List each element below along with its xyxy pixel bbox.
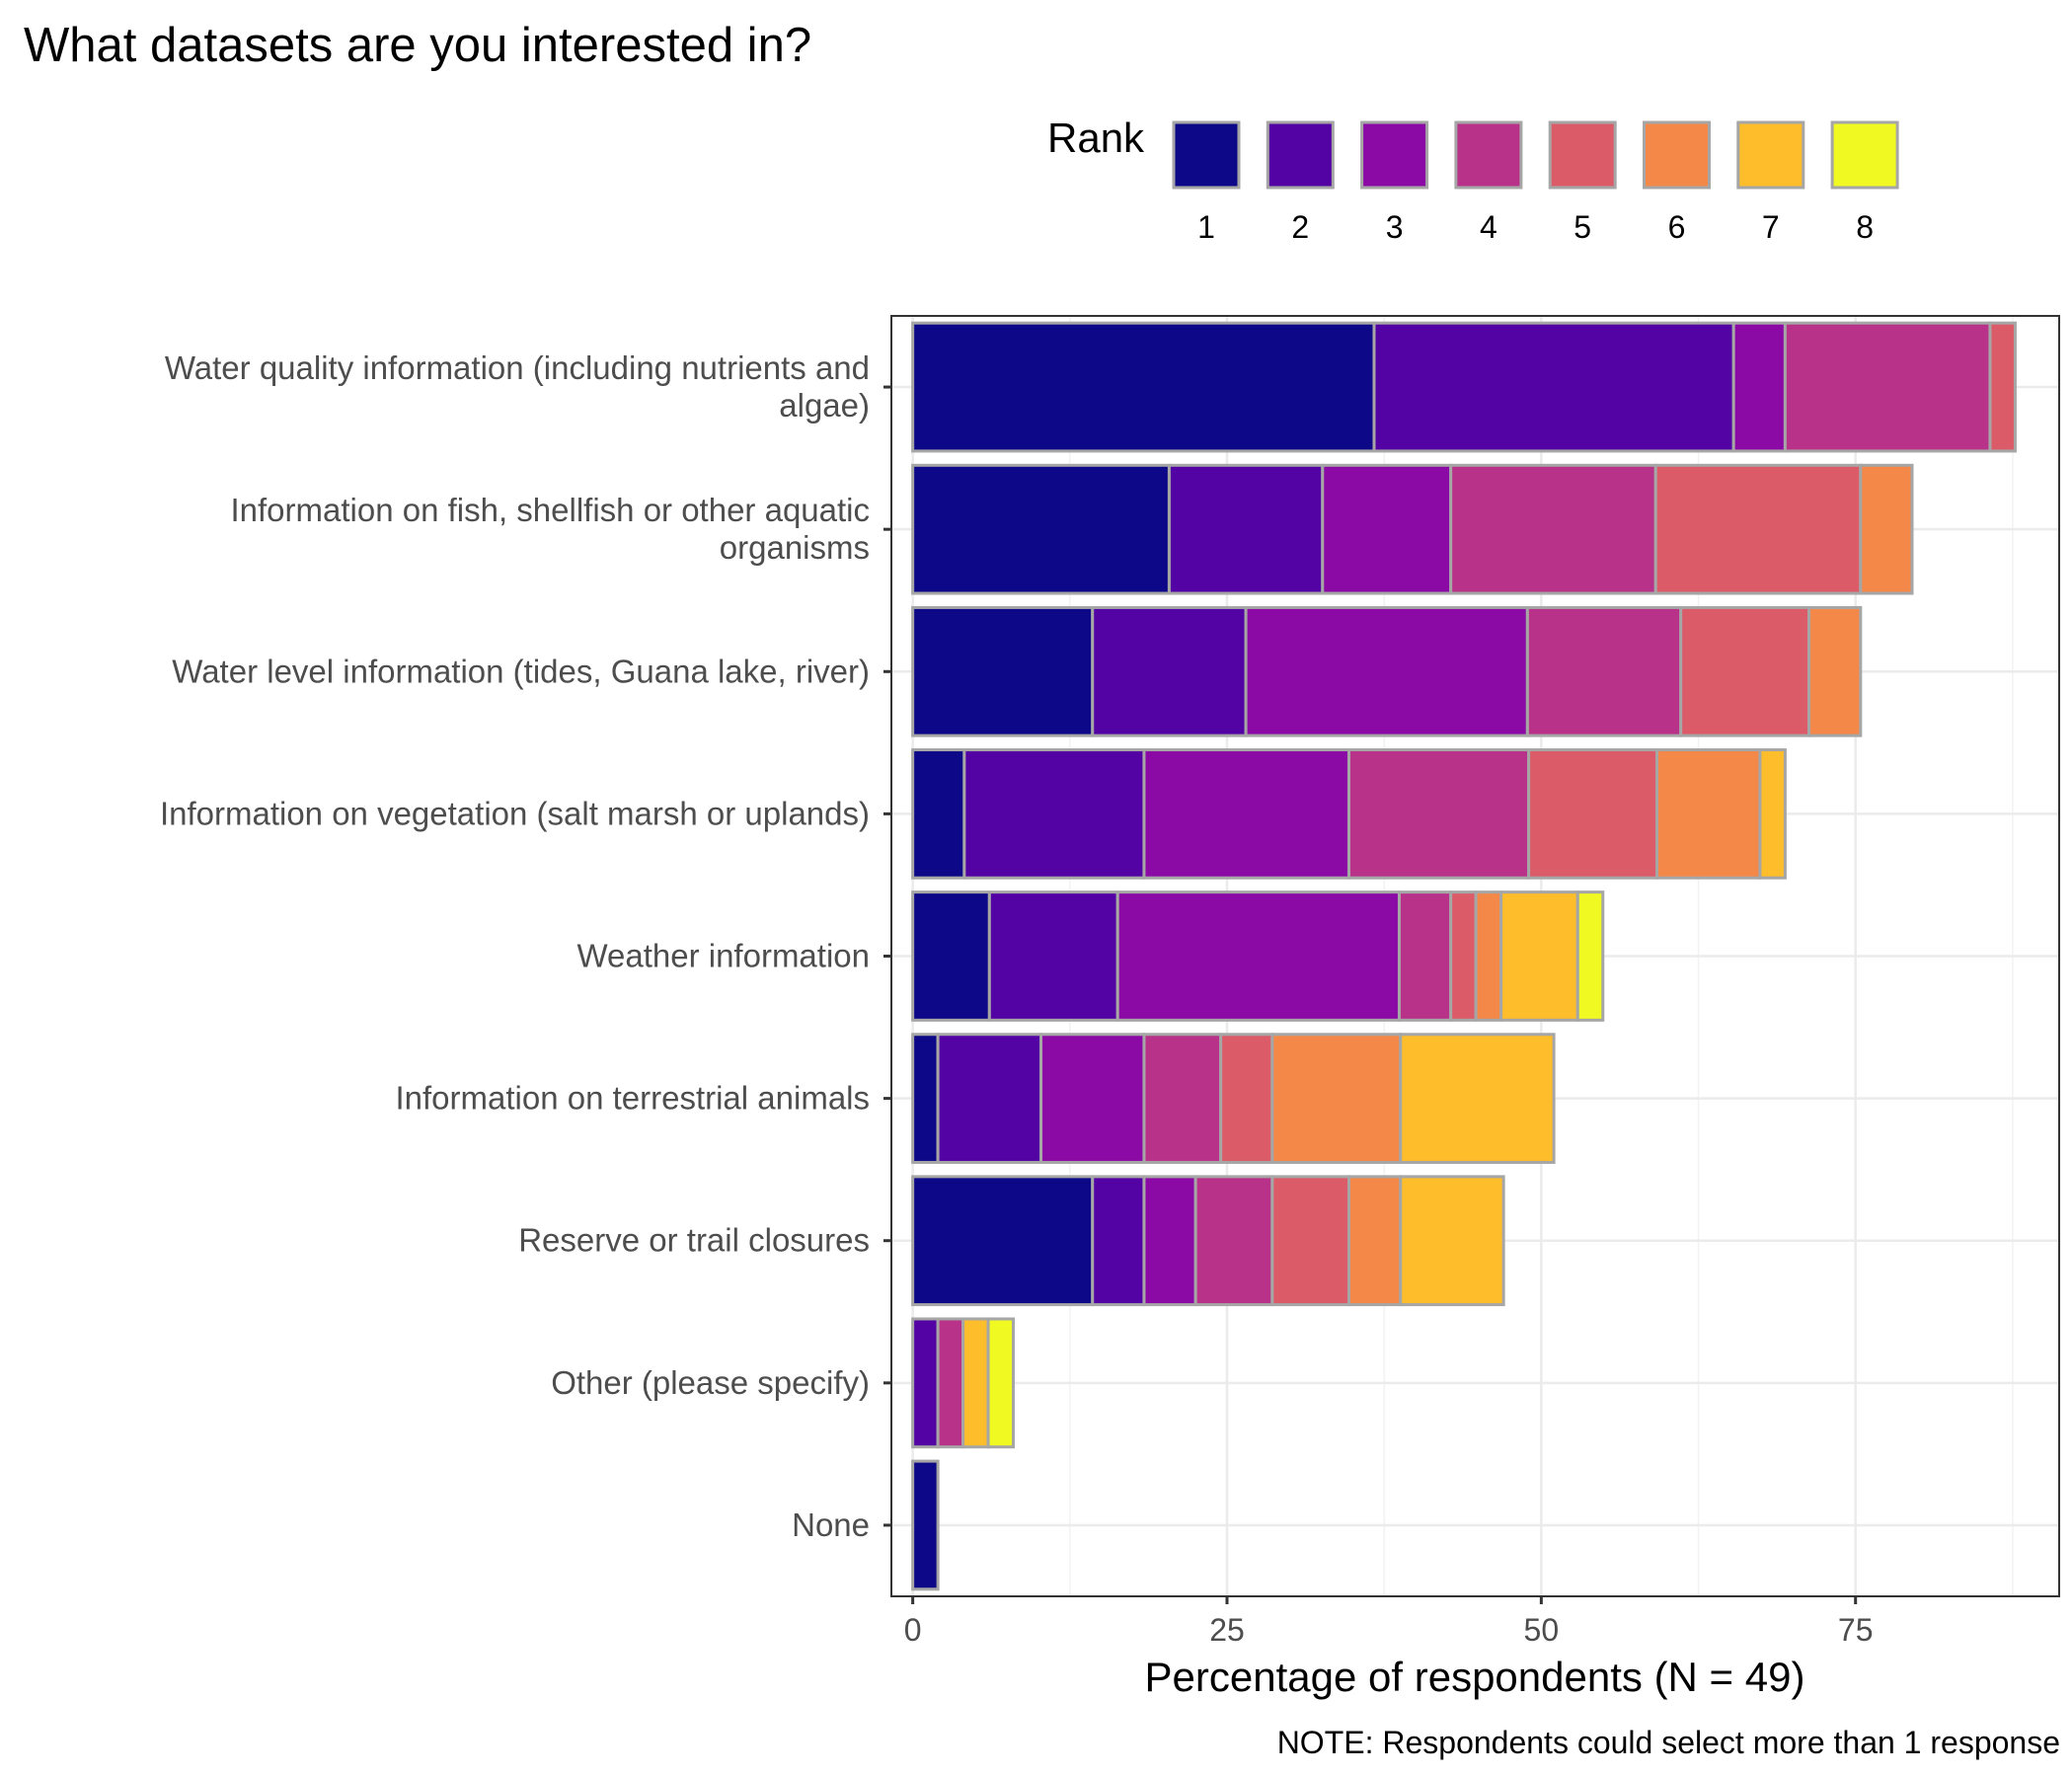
legend-key-rank-8 xyxy=(1830,120,1899,190)
bar-segment-rank-5 xyxy=(1653,463,1863,595)
category-label: organisms xyxy=(720,529,870,566)
bar-segment-rank-7 xyxy=(1758,748,1787,880)
bar-segment-rank-6 xyxy=(1655,748,1762,880)
legend-key-rank-3 xyxy=(1360,120,1429,190)
bar-segment-rank-1 xyxy=(911,605,1095,737)
bar-segment-rank-1 xyxy=(911,1033,940,1164)
category-label: Reserve or trail closures xyxy=(518,1222,870,1259)
category-label: Information on terrestrial animals xyxy=(395,1080,870,1117)
bar-segment-rank-1 xyxy=(911,1175,1095,1307)
bar-segment-rank-1 xyxy=(911,748,966,880)
bar-segment-rank-5 xyxy=(1988,321,2017,453)
bar-segment-rank-3 xyxy=(1731,321,1787,453)
bar-segment-rank-1 xyxy=(911,890,991,1022)
x-tick-label: 0 xyxy=(904,1612,922,1648)
bar-segment-rank-4 xyxy=(1449,463,1657,595)
bar-segment-rank-6 xyxy=(1474,890,1503,1022)
x-tick-label: 50 xyxy=(1524,1612,1560,1648)
bar-segment-rank-2 xyxy=(987,890,1119,1022)
legend-label: 4 xyxy=(1480,209,1497,245)
bar-segment-rank-6 xyxy=(1270,1033,1403,1164)
legend-label: 2 xyxy=(1291,209,1309,245)
bar-segment-rank-3 xyxy=(1142,1175,1197,1307)
bar-segment-rank-2 xyxy=(936,1033,1043,1164)
bar-segment-rank-2 xyxy=(1091,605,1248,737)
bar-segment-rank-2 xyxy=(1091,1175,1146,1307)
bar-segment-rank-3 xyxy=(1244,605,1529,737)
legend-label: 6 xyxy=(1668,209,1686,245)
bar-segment-rank-7 xyxy=(1399,1033,1556,1164)
bar-segment-rank-5 xyxy=(1270,1175,1351,1307)
bar-segment-rank-2 xyxy=(962,748,1146,880)
bar-segment-rank-5 xyxy=(1219,1033,1274,1164)
category-label: Water level information (tides, Guana la… xyxy=(172,653,870,689)
x-axis-title: Percentage of respondents (N = 49) xyxy=(1145,1654,1805,1700)
legend-label: 7 xyxy=(1762,209,1780,245)
bar-segment-rank-1 xyxy=(911,1459,940,1591)
legend-key-rank-5 xyxy=(1548,120,1617,190)
bars xyxy=(911,321,2017,1591)
legend-key-rank-2 xyxy=(1266,120,1335,190)
bar-segment-rank-3 xyxy=(1321,463,1453,595)
category-label: Other (please specify) xyxy=(551,1364,870,1401)
bar-segment-rank-5 xyxy=(1679,605,1811,737)
category-label: None xyxy=(792,1506,870,1543)
category-label: algae) xyxy=(779,387,870,424)
legend-key-rank-6 xyxy=(1643,120,1711,190)
bar-segment-rank-2 xyxy=(1372,321,1735,453)
legend-label: 8 xyxy=(1856,209,1874,245)
bar-segment-rank-2 xyxy=(911,1317,940,1449)
bar-segment-rank-2 xyxy=(1167,463,1325,595)
bar-segment-rank-5 xyxy=(1449,890,1478,1022)
bar-segment-rank-1 xyxy=(911,321,1376,453)
legend: Rank 1 2 3 4 5 6 7 8 xyxy=(1047,115,1899,245)
bar-segment-rank-8 xyxy=(1575,890,1605,1022)
bar-segment-rank-7 xyxy=(1499,890,1579,1022)
category-label: Water quality information (including nut… xyxy=(165,349,870,386)
legend-title: Rank xyxy=(1047,115,1145,161)
legend-key-rank-7 xyxy=(1736,120,1805,190)
category-label: Information on fish, shellfish or other … xyxy=(230,492,870,528)
bar-segment-rank-3 xyxy=(1115,890,1401,1022)
bar-segment-rank-5 xyxy=(1527,748,1659,880)
bar-segment-rank-4 xyxy=(1142,1033,1223,1164)
y-axis: Water quality information (including nut… xyxy=(160,349,891,1543)
bar-segment-rank-4 xyxy=(1397,890,1453,1022)
bar-segment-rank-4 xyxy=(1525,605,1683,737)
bar-segment-rank-1 xyxy=(911,463,1171,595)
bar-segment-rank-8 xyxy=(986,1317,1016,1449)
caption: NOTE: Respondents could select more than… xyxy=(1277,1725,2060,1760)
bar-segment-rank-7 xyxy=(961,1317,990,1449)
bar-segment-rank-6 xyxy=(1859,463,1914,595)
x-tick-label: 25 xyxy=(1209,1612,1245,1648)
category-label: Weather information xyxy=(576,938,870,974)
legend-key-rank-1 xyxy=(1172,120,1241,190)
bar-segment-rank-6 xyxy=(1347,1175,1403,1307)
legend-label: 3 xyxy=(1386,209,1404,245)
bar-segment-rank-3 xyxy=(1039,1033,1146,1164)
x-tick-label: 75 xyxy=(1838,1612,1874,1648)
x-axis: 0 25 50 75 xyxy=(904,1596,1874,1648)
bar-segment-rank-4 xyxy=(1347,748,1531,880)
bar-segment-rank-3 xyxy=(1142,748,1351,880)
bar-segment-rank-7 xyxy=(1399,1175,1505,1307)
bar-segment-rank-4 xyxy=(1783,321,1992,453)
category-label: Information on vegetation (salt marsh or… xyxy=(160,795,870,831)
legend-label: 1 xyxy=(1197,209,1215,245)
bar-segment-rank-6 xyxy=(1807,605,1863,737)
bar-segment-rank-4 xyxy=(936,1317,965,1449)
legend-key-rank-4 xyxy=(1454,120,1523,190)
bar-segment-rank-4 xyxy=(1193,1175,1274,1307)
chart-title: What datasets are you interested in? xyxy=(24,19,811,72)
legend-label: 5 xyxy=(1573,209,1591,245)
